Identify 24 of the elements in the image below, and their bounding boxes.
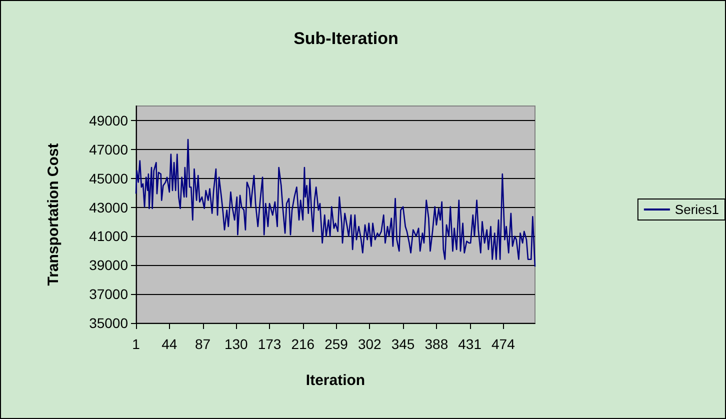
legend-label: Series1 [674,202,719,217]
y-tick-label: 35000 [89,315,128,331]
x-axis-title: Iteration [306,372,366,389]
x-tick-label: 173 [258,336,282,352]
y-tick-label: 41000 [89,228,128,244]
y-tick-label: 45000 [89,170,128,186]
y-tick-label: 43000 [89,199,128,216]
x-tick-label: 44 [162,336,178,352]
y-tick-label: 49000 [89,112,128,128]
x-tick-label: 130 [224,336,248,352]
x-tick-label: 216 [291,336,315,352]
x-tick-label: 302 [358,336,382,352]
x-tick-label: 87 [194,336,211,352]
x-tick-label: 474 [491,336,516,352]
x-tick-label: 388 [424,336,448,352]
chart-title: Sub-Iteration [294,29,398,48]
y-axis-title: Transportation Cost [45,143,62,286]
x-tick-label: 431 [458,336,482,352]
x-tick-label: 259 [324,336,348,352]
x-tick-label: 1 [132,336,140,352]
y-tick-label: 37000 [89,286,128,302]
y-tick-label: 47000 [89,141,128,158]
x-tick-label: 345 [391,336,415,352]
y-tick-label: 39000 [89,257,128,274]
